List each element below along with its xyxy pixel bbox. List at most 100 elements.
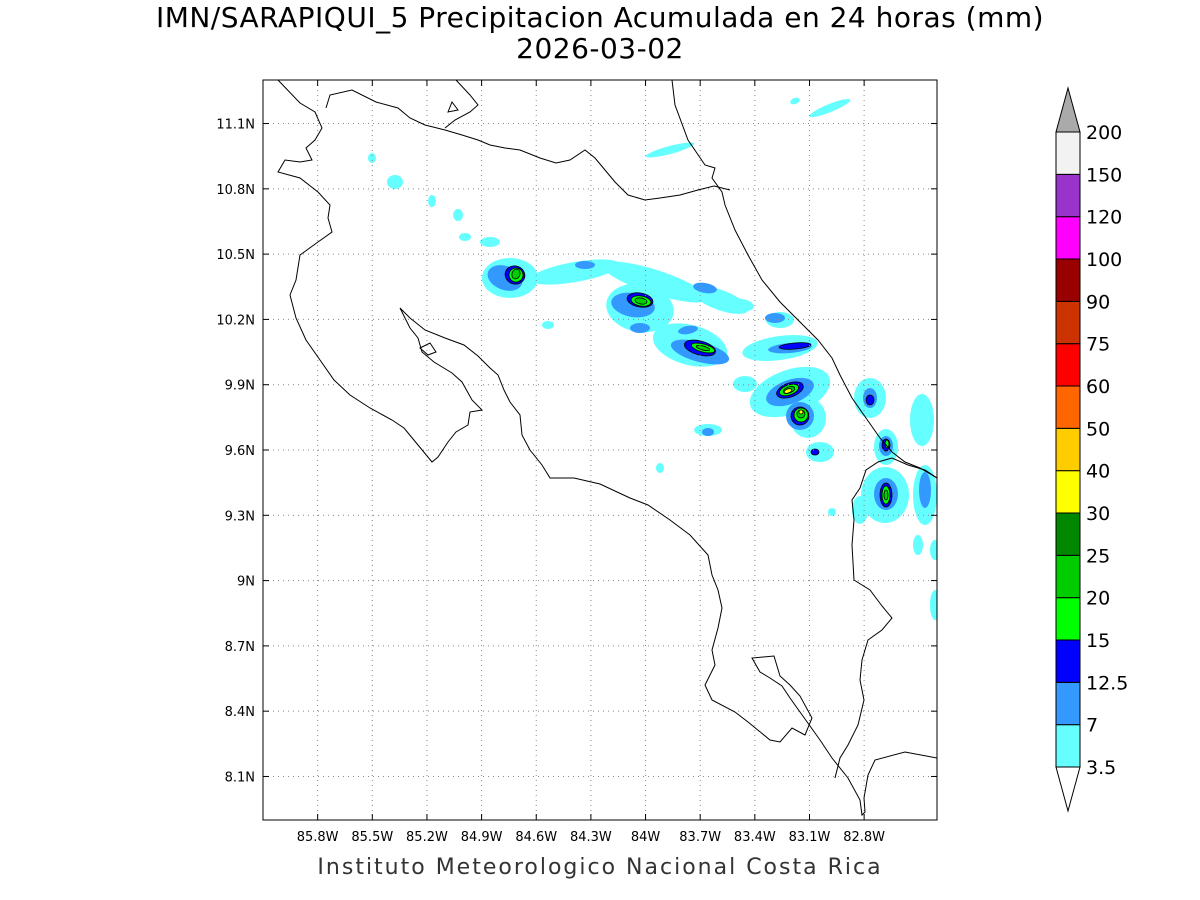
title-line-2: 2026-03-02	[516, 32, 684, 65]
nicaragua-coast	[444, 80, 479, 129]
precip-cell	[790, 97, 800, 105]
axis-ticks: 85.8W 85.5W 85.2W 84.9W 84.6W 84.3W 84W 83.7W 83…	[216, 80, 937, 845]
lon-tick-label: 83.7W	[679, 830, 721, 845]
lat-tick-label: 10.2N	[216, 313, 255, 328]
precip-cell	[778, 342, 812, 350]
precip-cell	[783, 388, 793, 394]
legend-below-min-triangle	[1055, 766, 1081, 813]
legend-label: 100	[1086, 249, 1122, 271]
legend-label: 60	[1086, 376, 1110, 398]
precip-cell	[428, 195, 436, 207]
legend-swatch	[1055, 639, 1081, 683]
precip-cell	[656, 463, 664, 473]
precip-cell	[368, 153, 376, 163]
map-title: IMN/SARAPIQUI_5 Precipitacion Acumulada …	[0, 2, 1200, 64]
precip-cell	[852, 496, 868, 524]
legend-label: 30	[1086, 503, 1110, 525]
legend-swatch	[1055, 131, 1081, 175]
precip-cell	[542, 321, 554, 329]
footer-credit: Instituto Meteorologico Nacional Costa R…	[317, 855, 883, 880]
lon-tick-label: 84.9W	[461, 830, 503, 845]
legend-label: 150	[1086, 164, 1122, 186]
lon-tick-label: 83.4W	[734, 830, 776, 845]
grid-lines	[263, 80, 937, 820]
precip-cell	[702, 428, 714, 436]
legend-swatch	[1055, 597, 1081, 641]
precip-cell	[630, 323, 650, 333]
lat-tick-label: 8.1N	[225, 770, 255, 785]
precip-cell	[511, 268, 521, 280]
legend-swatch	[1055, 385, 1081, 429]
legend-label: 12.5	[1086, 672, 1128, 694]
legend-label: 3.5	[1086, 757, 1116, 779]
lon-tick-label: 85.2W	[406, 830, 448, 845]
panama-border	[834, 457, 937, 779]
precip-cell	[387, 175, 403, 189]
precip-cell	[930, 540, 937, 560]
legend-label: 200	[1086, 122, 1122, 144]
precip-cell	[645, 142, 695, 158]
precip-cell	[695, 344, 711, 352]
precip-cell	[798, 409, 804, 415]
precip-cell	[634, 297, 648, 305]
precip-cell	[930, 590, 937, 620]
lon-tick-label: 85.5W	[351, 830, 393, 845]
lon-tick-label: 84.6W	[515, 830, 557, 845]
legend-swatch	[1055, 300, 1081, 345]
lat-tick-label: 9.9N	[225, 379, 255, 394]
precip-cell	[919, 472, 931, 508]
precip-cell	[806, 442, 834, 462]
precip-cell	[910, 394, 934, 446]
precip-cell	[733, 376, 757, 392]
lat-tick-label: 10.8N	[216, 183, 255, 198]
legend-swatch	[1055, 681, 1081, 726]
legend-label: 25	[1086, 545, 1110, 567]
legend-swatch	[1055, 512, 1081, 556]
precip-cell	[602, 261, 708, 303]
legend-swatch	[1055, 216, 1081, 260]
island-outline	[447, 100, 459, 113]
legend-swatch	[1055, 427, 1081, 472]
legend-label: 50	[1086, 418, 1110, 440]
nicaragua-border	[325, 89, 731, 201]
precip-cell	[730, 298, 754, 312]
precip-cell	[480, 237, 500, 247]
lon-tick-label: 84W	[631, 830, 661, 845]
legend-above-max-triangle	[1055, 86, 1081, 133]
precip-cell	[913, 535, 923, 555]
legend-swatch	[1055, 724, 1081, 768]
lat-tick-label: 10.5N	[216, 248, 255, 263]
legend-swatch	[1055, 470, 1081, 514]
precip-cell	[459, 233, 471, 241]
precip-cell	[883, 489, 889, 501]
coastline-and-borders	[277, 80, 937, 817]
lake-outline	[419, 342, 437, 356]
legend-label: 90	[1086, 291, 1110, 313]
precip-cell	[453, 209, 463, 221]
precipitation-field	[368, 97, 937, 620]
precip-cell	[575, 261, 595, 269]
precip-cell	[809, 98, 851, 118]
caribbean-coast	[671, 80, 937, 479]
lon-tick-label: 85.8W	[297, 830, 339, 845]
legend-swatch	[1055, 343, 1081, 387]
plot-frame	[262, 79, 938, 821]
lat-tick-label: 8.4N	[225, 705, 255, 720]
lat-tick-label: 9.6N	[225, 444, 255, 459]
precip-cell	[810, 448, 820, 456]
title-line-1: IMN/SARAPIQUI_5 Precipitacion Acumulada …	[155, 1, 1045, 34]
lat-tick-label: 8.7N	[225, 640, 255, 655]
legend-label: 15	[1086, 630, 1110, 652]
precip-cell	[530, 259, 620, 285]
lat-tick-label: 9N	[237, 575, 255, 590]
legend-swatch	[1055, 554, 1081, 599]
precip-cell	[693, 282, 717, 294]
legend-swatch	[1055, 258, 1081, 302]
costa-rica-outline	[277, 80, 937, 817]
legend-swatch	[1055, 173, 1081, 218]
legend-label: 120	[1086, 207, 1122, 229]
lat-tick-label: 11.1N	[216, 118, 255, 133]
legend-label: 20	[1086, 588, 1110, 610]
lat-tick-label: 9.3N	[225, 509, 255, 524]
